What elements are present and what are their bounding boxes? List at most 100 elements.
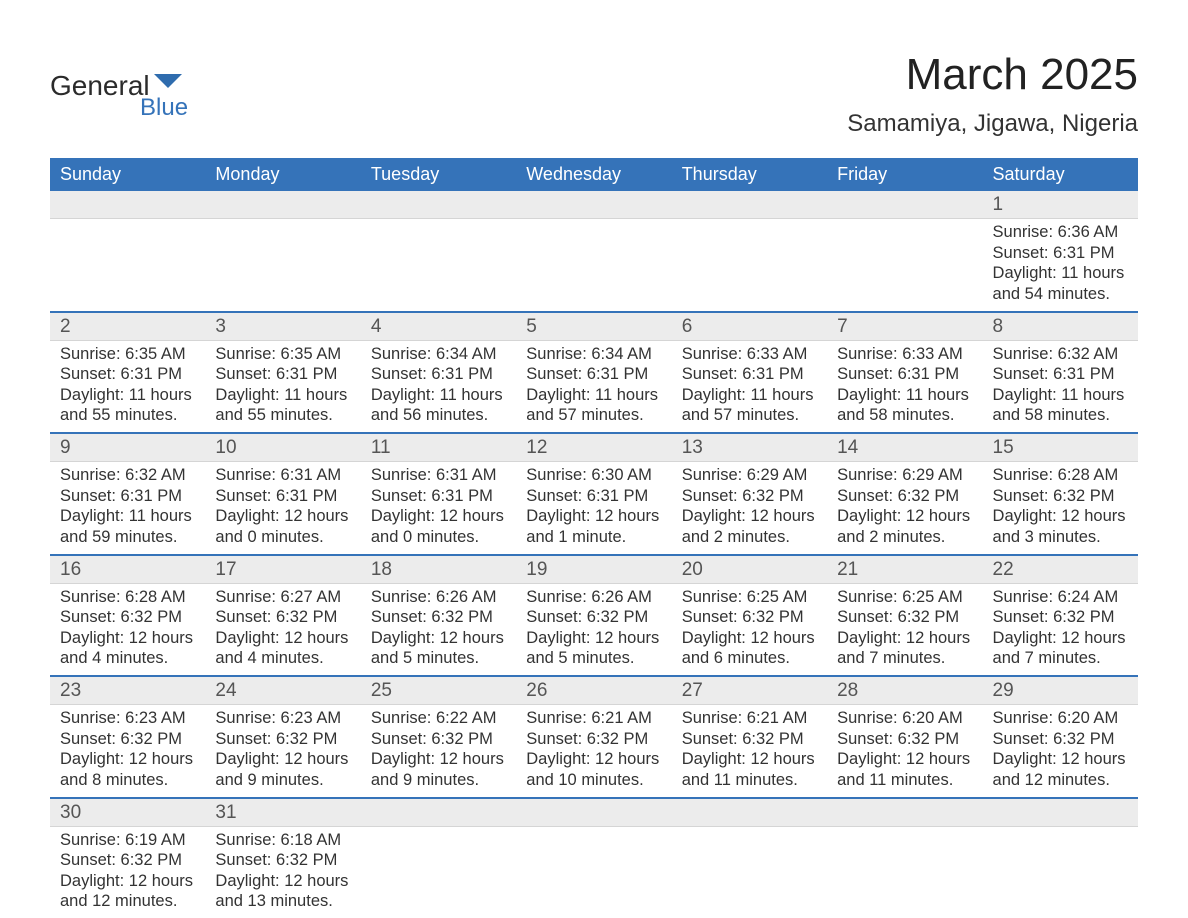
- day-number: 31: [205, 799, 360, 826]
- sunrise-text: Sunrise: 6:31 AM: [371, 465, 506, 486]
- sunrise-text: Sunrise: 6:25 AM: [682, 587, 817, 608]
- cell-body: [361, 827, 516, 836]
- cell-body: Sunrise: 6:28 AMSunset: 6:32 PMDaylight:…: [983, 462, 1138, 554]
- sunrise-text: Sunrise: 6:28 AM: [60, 587, 195, 608]
- sunrise-text: Sunrise: 6:26 AM: [526, 587, 661, 608]
- calendar-cell: [361, 191, 516, 312]
- sunrise-text: Sunrise: 6:25 AM: [837, 587, 972, 608]
- day-number: 27: [672, 677, 827, 704]
- day-number: 15: [983, 434, 1138, 461]
- day-number: 11: [361, 434, 516, 461]
- cell-body: Sunrise: 6:23 AMSunset: 6:32 PMDaylight:…: [205, 705, 360, 797]
- daylight-text: Daylight: 11 hours and 55 minutes.: [60, 385, 195, 426]
- daylight-text: Daylight: 12 hours and 10 minutes.: [526, 749, 661, 790]
- sunrise-text: Sunrise: 6:24 AM: [993, 587, 1128, 608]
- calendar-cell: [672, 191, 827, 312]
- cell-body: Sunrise: 6:30 AMSunset: 6:31 PMDaylight:…: [516, 462, 671, 554]
- sunset-text: Sunset: 6:32 PM: [837, 729, 972, 750]
- calendar-cell: 18Sunrise: 6:26 AMSunset: 6:32 PMDayligh…: [361, 555, 516, 677]
- calendar-cell: 3Sunrise: 6:35 AMSunset: 6:31 PMDaylight…: [205, 312, 360, 434]
- sunset-text: Sunset: 6:32 PM: [682, 729, 817, 750]
- daylight-text: Daylight: 12 hours and 9 minutes.: [215, 749, 350, 790]
- calendar-cell: 26 Sunrise: 6:21 AMSunset: 6:32 PMDayligh…: [516, 676, 671, 798]
- sunrise-text: Sunrise: 6:35 AM: [215, 344, 350, 365]
- daylight-text: Daylight: 11 hours and 55 minutes.: [215, 385, 350, 426]
- daylight-text: Daylight: 12 hours and 11 minutes.: [837, 749, 972, 790]
- sunset-text: Sunset: 6:31 PM: [526, 364, 661, 385]
- calendar-cell: 4Sunrise: 6:34 AMSunset: 6:31 PMDaylight…: [361, 312, 516, 434]
- day-header: Friday: [827, 158, 982, 191]
- sunset-text: Sunset: 6:31 PM: [837, 364, 972, 385]
- cell-body: Sunrise: 6:21 AMSunset: 6:32 PMDaylight:…: [672, 705, 827, 797]
- sunset-text: Sunset: 6:31 PM: [215, 486, 350, 507]
- sunset-text: Sunset: 6:31 PM: [371, 364, 506, 385]
- sunset-text: Sunset: 6:31 PM: [60, 486, 195, 507]
- sunset-text: Sunset: 6:32 PM: [215, 850, 350, 871]
- day-number: [827, 799, 982, 826]
- calendar-cell: 29Sunrise: 6:20 AMSunset: 6:32 PMDayligh…: [983, 676, 1138, 798]
- daylight-text: Daylight: 12 hours and 2 minutes.: [837, 506, 972, 547]
- sunset-text: Sunset: 6:32 PM: [215, 607, 350, 628]
- calendar-cell: [516, 798, 671, 918]
- sunrise-text: Sunrise: 6:34 AM: [371, 344, 506, 365]
- cell-body: Sunrise: 6:29 AMSunset: 6:32 PMDaylight:…: [672, 462, 827, 554]
- sunset-text: Sunset: 6:31 PM: [993, 364, 1128, 385]
- sunrise-text: Sunrise: 6:20 AM: [993, 708, 1128, 729]
- calendar-week: 9Sunrise: 6:32 AMSunset: 6:31 PMDaylight…: [50, 433, 1138, 555]
- daylight-text: Daylight: 12 hours and 7 minutes.: [993, 628, 1128, 669]
- daylight-text: Daylight: 12 hours and 12 minutes.: [993, 749, 1128, 790]
- day-number: 13: [672, 434, 827, 461]
- cell-body: Sunrise: 6:19 AMSunset: 6:32 PMDaylight:…: [50, 827, 205, 918]
- daylight-text: Daylight: 12 hours and 7 minutes.: [837, 628, 972, 669]
- sunrise-text: Sunrise: 6:23 AM: [215, 708, 350, 729]
- day-header: Tuesday: [361, 158, 516, 191]
- day-number: 30: [50, 799, 205, 826]
- sunrise-text: Sunrise: 6:30 AM: [526, 465, 661, 486]
- cell-body: Sunrise: 6:31 AMSunset: 6:31 PMDaylight:…: [361, 462, 516, 554]
- sunrise-text: Sunrise: 6:21 AM: [682, 708, 817, 729]
- daylight-text: Daylight: 12 hours and 0 minutes.: [215, 506, 350, 547]
- daylight-text: Daylight: 12 hours and 5 minutes.: [371, 628, 506, 669]
- sunset-text: Sunset: 6:32 PM: [526, 607, 661, 628]
- sunset-text: Sunset: 6:32 PM: [60, 607, 195, 628]
- calendar-cell: 23Sunrise: 6:23 AMSunset: 6:32 PMDayligh…: [50, 676, 205, 798]
- calendar-cell: 12Sunrise: 6:30 AMSunset: 6:31 PMDayligh…: [516, 433, 671, 555]
- cell-body: Sunrise: 6:35 AMSunset: 6:31 PMDaylight:…: [205, 341, 360, 433]
- cell-body: [361, 219, 516, 228]
- daylight-text: Daylight: 12 hours and 9 minutes.: [371, 749, 506, 790]
- day-number: [672, 799, 827, 826]
- sunrise-text: Sunrise: 6:33 AM: [837, 344, 972, 365]
- sunset-text: Sunset: 6:32 PM: [215, 729, 350, 750]
- sunrise-text: Sunrise: 6:34 AM: [526, 344, 661, 365]
- day-number: 24: [205, 677, 360, 704]
- cell-body: Sunrise: 6:36 AMSunset: 6:31 PMDaylight:…: [983, 219, 1138, 311]
- calendar-cell: 21Sunrise: 6:25 AMSunset: 6:32 PMDayligh…: [827, 555, 982, 677]
- sunset-text: Sunset: 6:32 PM: [682, 486, 817, 507]
- cell-body: Sunrise: 6:32 AMSunset: 6:31 PMDaylight:…: [983, 341, 1138, 433]
- day-number: [361, 799, 516, 826]
- sunrise-text: Sunrise: 6:29 AM: [682, 465, 817, 486]
- daylight-text: Daylight: 12 hours and 6 minutes.: [682, 628, 817, 669]
- sunrise-text: Sunrise: 6:29 AM: [837, 465, 972, 486]
- month-title: March 2025: [847, 50, 1138, 100]
- day-number: 25: [361, 677, 516, 704]
- sunrise-text: Sunrise: 6:35 AM: [60, 344, 195, 365]
- sunset-text: Sunset: 6:32 PM: [837, 486, 972, 507]
- day-number: 26: [516, 677, 671, 704]
- day-number: 6: [672, 313, 827, 340]
- sunset-text: Sunset: 6:31 PM: [993, 243, 1128, 264]
- calendar-header-row: SundayMondayTuesdayWednesdayThursdayFrid…: [50, 158, 1138, 191]
- sunset-text: Sunset: 6:32 PM: [526, 729, 661, 750]
- cell-body: Sunrise: 6:26 AMSunset: 6:32 PMDaylight:…: [516, 584, 671, 676]
- calendar-cell: 9Sunrise: 6:32 AMSunset: 6:31 PMDaylight…: [50, 433, 205, 555]
- day-number: [827, 191, 982, 218]
- brand-logo-line1: General: [50, 70, 150, 102]
- calendar-cell: 14Sunrise: 6:29 AMSunset: 6:32 PMDayligh…: [827, 433, 982, 555]
- calendar-cell: [827, 191, 982, 312]
- day-header: Saturday: [983, 158, 1138, 191]
- cell-body: Sunrise: 6:32 AMSunset: 6:31 PMDaylight:…: [50, 462, 205, 554]
- sunrise-text: Sunrise: 6:21 AM: [526, 708, 661, 729]
- daylight-text: Daylight: 12 hours and 4 minutes.: [60, 628, 195, 669]
- cell-body: Sunrise: 6:35 AMSunset: 6:31 PMDaylight:…: [50, 341, 205, 433]
- brand-logo: General Blue: [50, 70, 188, 122]
